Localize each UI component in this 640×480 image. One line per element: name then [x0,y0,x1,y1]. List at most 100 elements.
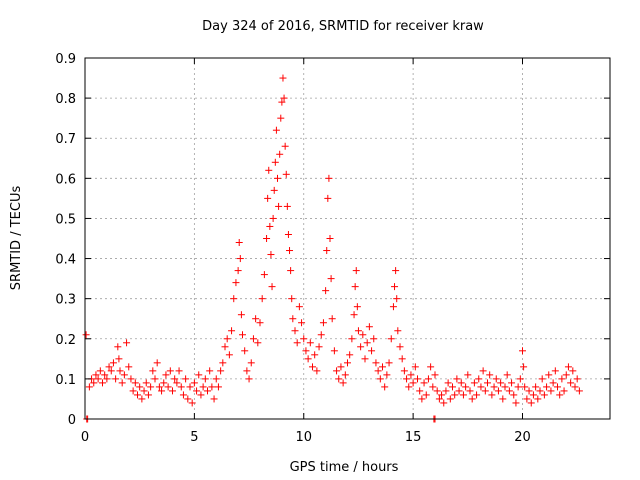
data-point [567,379,575,387]
data-point [457,379,465,387]
data-point [234,267,242,275]
data-point [151,375,159,383]
data-point [351,283,359,291]
data-point [540,391,548,399]
data-point [534,395,542,403]
data-point [573,375,581,383]
data-point [424,375,432,383]
data-point [179,391,187,399]
data-point [101,371,109,379]
data-point [337,363,345,371]
data-point [279,74,287,82]
data-point [346,351,354,359]
data-point [499,395,507,403]
data-point [288,295,296,303]
data-point [230,295,238,303]
data-points [82,74,583,423]
data-point [392,267,400,275]
data-point [94,375,102,383]
data-point [433,387,441,395]
data-point [129,387,137,395]
data-point [245,375,253,383]
data-point [391,283,399,291]
data-point [558,375,566,383]
data-point [407,371,415,379]
data-point [481,387,489,395]
data-point [114,343,122,351]
data-point [169,387,176,395]
y-tick-label: 0.8 [55,92,76,107]
data-point [536,387,544,395]
data-point [115,355,123,363]
grid [85,58,610,419]
data-point [370,335,378,343]
data-point [400,367,408,375]
data-point [112,375,120,383]
data-point [333,367,341,375]
data-point [232,279,240,287]
data-point [221,343,229,351]
data-point [488,391,496,399]
data-point [277,114,285,122]
plot-frame [84,57,611,420]
data-point [271,158,279,166]
data-point [551,367,559,375]
data-point [120,371,128,379]
data-point [453,375,461,383]
data-point [153,359,161,367]
data-point [82,331,90,339]
x-tick-label: 20 [514,430,531,445]
data-point [435,395,443,403]
data-point [394,327,402,335]
data-point [325,174,333,182]
data-point [208,383,216,391]
data-point [359,331,367,339]
data-point [315,343,323,351]
data-point [560,387,568,395]
data-point [247,359,255,367]
data-point [197,391,205,399]
data-point [451,391,459,399]
data-point [190,379,198,387]
data-point [494,387,502,395]
data-point [173,379,181,387]
data-point [239,331,246,339]
data-point [431,371,439,379]
data-point [420,379,428,387]
data-point [562,371,570,379]
data-point [519,347,526,355]
data-point [289,315,297,323]
data-point [470,379,478,387]
data-point [418,395,426,403]
data-point [497,379,505,387]
data-point [490,383,498,391]
data-point [164,383,172,391]
data-point [374,367,382,375]
data-point [103,375,111,383]
data-point [140,387,148,395]
data-point [484,379,491,387]
data-point [225,351,233,359]
data-point [569,367,577,375]
data-point [523,395,531,403]
y-tick-label: 0 [68,413,76,428]
data-point [556,391,564,399]
data-point [363,339,371,347]
data-point [323,247,331,255]
data-point [237,311,245,319]
data-point [422,391,430,399]
data-point [521,383,529,391]
data-point [330,347,338,355]
data-point [313,367,321,375]
data-point [514,383,522,391]
data-point [545,371,553,379]
data-point [116,367,124,375]
data-point [188,399,196,407]
data-point [280,94,288,102]
data-point [195,371,203,379]
data-point [155,383,163,391]
data-point [512,399,520,407]
data-point [85,383,93,391]
data-point [505,387,513,395]
data-point [263,235,271,242]
